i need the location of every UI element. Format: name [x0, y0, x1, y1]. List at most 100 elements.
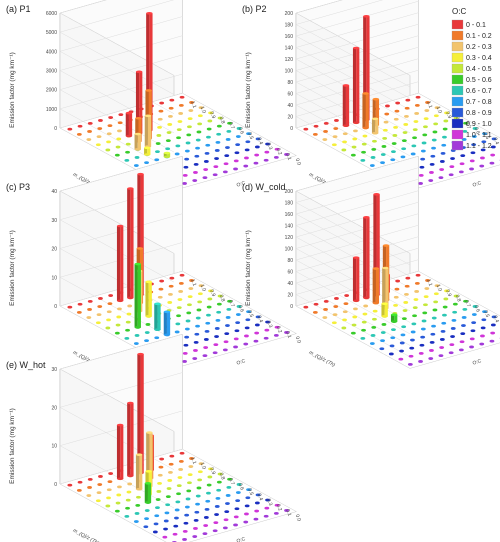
floor-marker	[379, 347, 385, 351]
floor-marker	[169, 98, 175, 102]
bar	[352, 256, 360, 303]
floor-marker	[323, 299, 329, 303]
floor-marker	[185, 319, 191, 323]
bar-right-face	[375, 99, 380, 126]
floor-marker	[423, 295, 429, 299]
floor-marker	[401, 139, 407, 143]
bar-right-face	[148, 90, 152, 139]
floor-marker	[404, 284, 410, 288]
mz-axis-label: m_{Q}/z (Th)	[308, 350, 336, 369]
floor-marker	[223, 162, 229, 166]
floor-marker	[76, 132, 82, 136]
floor-marker	[254, 145, 260, 149]
floor-marker	[127, 304, 133, 308]
oc-axis-label: O:C	[236, 358, 247, 367]
bar-top	[116, 224, 124, 228]
floor-marker	[263, 514, 269, 518]
legend-swatch	[451, 129, 464, 140]
floor-marker	[157, 117, 163, 121]
bar-top	[134, 262, 141, 266]
bar-left-face	[342, 85, 346, 126]
floor-marker	[188, 109, 194, 112]
floor-marker	[448, 173, 454, 177]
floor-marker	[204, 151, 210, 155]
floor-marker	[472, 305, 478, 308]
floor-marker	[116, 315, 122, 319]
floor-marker	[184, 157, 190, 161]
bar-base	[390, 320, 398, 323]
floor-marker	[224, 510, 230, 514]
floor-marker	[254, 509, 260, 513]
bar-base	[371, 131, 379, 135]
bar	[145, 280, 152, 318]
bar-left-face	[163, 153, 167, 157]
floor-marker	[216, 480, 222, 484]
floor-marker	[206, 135, 211, 139]
floor-marker	[87, 308, 92, 311]
y-tick-label: 10	[51, 444, 57, 450]
panel-title: (c) P3	[6, 182, 30, 192]
floor-marker	[235, 499, 241, 503]
legend-swatch	[451, 85, 464, 96]
bar-left-face	[363, 16, 367, 120]
floor-marker	[154, 336, 160, 340]
floor-marker	[212, 351, 218, 355]
floor-marker	[133, 520, 139, 523]
floor-marker	[225, 138, 231, 141]
x-tick-label: 0.8	[218, 472, 226, 481]
floor-marker	[202, 176, 208, 180]
floor-marker	[401, 325, 407, 329]
floor-marker	[106, 140, 111, 144]
floor-marker	[428, 179, 434, 182]
floor-marker	[414, 112, 420, 115]
gridline	[59, 368, 175, 432]
bar	[390, 313, 398, 323]
floor-marker	[195, 138, 201, 142]
floor-marker	[244, 148, 250, 152]
floor-marker	[77, 480, 83, 484]
floor-marker	[323, 130, 328, 133]
gridline	[295, 225, 411, 289]
floor-marker	[303, 305, 309, 309]
x-tick-label: 0.9	[208, 111, 216, 120]
floor-marker	[157, 125, 162, 129]
bar-top	[144, 114, 152, 118]
floor-marker	[193, 527, 198, 530]
floor-marker	[225, 502, 230, 505]
floor-marker	[380, 161, 385, 165]
floor-marker	[429, 349, 434, 352]
bar-left-face	[381, 303, 385, 317]
floor-marker	[273, 511, 279, 515]
floor-marker	[481, 140, 487, 144]
floor-marker	[264, 150, 270, 154]
floor-marker	[404, 292, 409, 296]
x-tick-label: 0.0	[294, 514, 302, 523]
floor-marker	[233, 345, 238, 349]
floor-marker	[172, 532, 178, 536]
floor-marker	[255, 315, 261, 319]
bar	[371, 117, 379, 135]
floor-marker	[342, 310, 348, 314]
floor-marker	[114, 153, 120, 157]
bar-right-face	[120, 226, 124, 301]
floor-marker	[431, 316, 437, 320]
floor-marker	[133, 342, 139, 345]
floor-marker	[107, 124, 113, 128]
floor-marker	[194, 154, 200, 158]
floor-marker	[196, 486, 202, 490]
x-tick-label: 0.7	[227, 477, 235, 486]
floor-marker	[178, 290, 184, 293]
floor-marker	[459, 340, 465, 344]
bar-base	[145, 315, 152, 318]
gridline	[295, 213, 419, 249]
floor-marker	[382, 128, 388, 132]
x-tick-label: 0.2	[275, 503, 283, 512]
floor-marker	[214, 335, 219, 338]
floor-marker	[208, 111, 213, 115]
floor-marker	[470, 151, 476, 155]
bar-left-face	[134, 264, 138, 328]
floor-marker	[331, 321, 337, 325]
floor-marker	[254, 501, 260, 505]
bar-top	[363, 15, 370, 18]
floor-marker	[395, 279, 401, 283]
